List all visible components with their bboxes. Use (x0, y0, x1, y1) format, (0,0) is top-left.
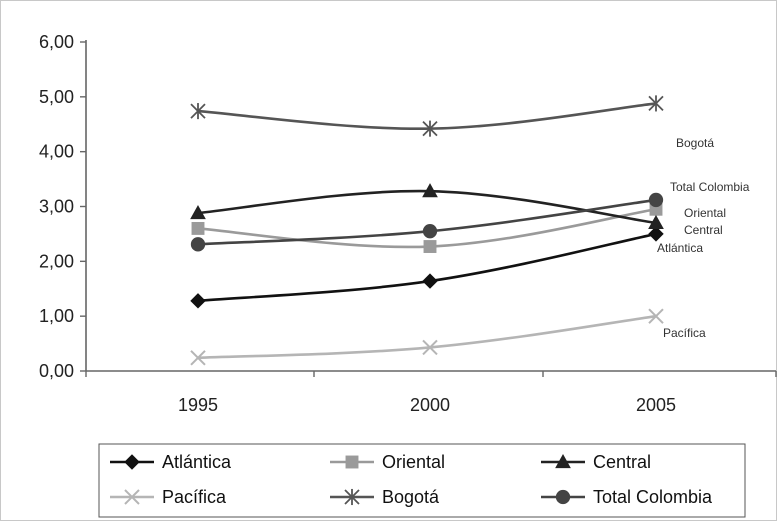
legend-item-atlantica: Atlántica (110, 452, 232, 472)
legend-label: Oriental (382, 452, 445, 472)
legend-item-bogota: Bogotá (330, 487, 440, 507)
data-point-pacifica (190, 350, 206, 366)
data-point-oriental (191, 221, 205, 235)
end-label-atlantica: Atlántica (657, 241, 703, 255)
y-tick-label: 5,00 (39, 87, 74, 107)
data-point-central (422, 183, 438, 198)
y-axis-ticks: 0,00 1,00 2,00 3,00 4,00 5,00 6,00 (39, 32, 86, 381)
legend-marker-swatch (124, 454, 140, 470)
end-label-pacifica: Pacífica (663, 326, 706, 340)
y-tick-label: 1,00 (39, 306, 74, 326)
y-tick-label: 4,00 (39, 142, 74, 162)
x-tick-label: 2000 (410, 395, 450, 415)
y-tick-label: 2,00 (39, 251, 74, 271)
legend-box (98, 443, 746, 518)
legend-marker-swatch (124, 489, 140, 505)
data-point-total-colombia (190, 237, 206, 252)
y-tick-label: 0,00 (39, 361, 74, 381)
legend-label: Pacífica (162, 487, 227, 507)
legend-item-total-colombia: Total Colombia (541, 487, 713, 507)
data-point-atlantica (648, 226, 664, 242)
legend: Atlántica Oriental Central Pacífica Bogotá To… (98, 443, 746, 518)
data-point-atlantica (190, 293, 206, 309)
legend-label: Central (593, 452, 651, 472)
legend-item-pacifica: Pacífica (110, 487, 227, 507)
legend-marker-swatch (344, 488, 360, 506)
end-label-oriental: Oriental (684, 206, 726, 220)
y-tick-label: 3,00 (39, 197, 74, 217)
legend-label: Bogotá (382, 487, 440, 507)
x-axis-ticks: 1995 2000 2005 (85, 371, 777, 415)
legend-marker-swatch (345, 455, 359, 469)
data-point-atlantica (422, 273, 438, 289)
legend-item-oriental: Oriental (330, 452, 445, 472)
legend-label: Atlántica (162, 452, 232, 472)
data-point-bogota (422, 120, 438, 137)
data-point-bogota (648, 95, 664, 112)
data-point-oriental (423, 240, 437, 253)
data-point-bogota (190, 103, 206, 120)
x-tick-label: 1995 (178, 395, 218, 415)
legend-marker-swatch (555, 453, 571, 469)
x-tick-label: 2005 (636, 395, 676, 415)
end-label-total-colombia: Total Colombia (670, 180, 750, 194)
y-tick-label: 6,00 (39, 32, 74, 52)
data-point-total-colombia (422, 224, 438, 239)
series-end-labels: Atlántica Oriental Central Pacífica Bogotá To… (657, 136, 750, 340)
data-point-central (190, 205, 206, 220)
data-point-pacifica (648, 308, 664, 324)
end-label-central: Central (684, 223, 723, 237)
data-point-pacifica (422, 339, 438, 356)
data-point-central (648, 214, 664, 230)
legend-item-central: Central (541, 452, 651, 472)
legend-marker-swatch (555, 489, 571, 505)
data-point-total-colombia (648, 192, 664, 208)
series-markers (190, 95, 664, 366)
end-label-bogota: Bogotá (676, 136, 714, 150)
legend-label: Total Colombia (593, 487, 713, 507)
